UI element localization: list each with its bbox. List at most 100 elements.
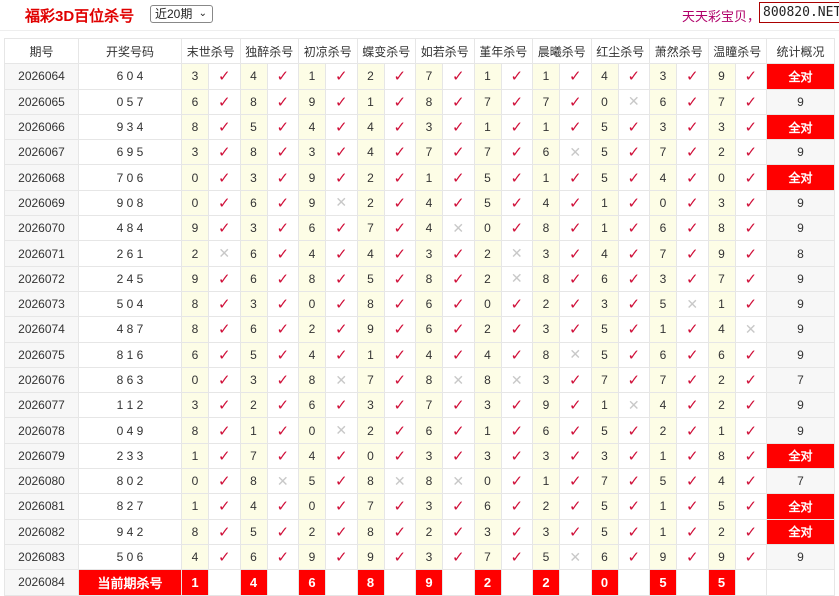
- kill-number-cell: 2: [707, 518, 736, 545]
- check-icon: ✓: [559, 240, 592, 267]
- cross-icon: ✕: [383, 468, 416, 495]
- check-icon: ✓: [442, 113, 475, 141]
- kill-number-cell: 5: [239, 113, 268, 141]
- kill-number-cell: 8: [239, 88, 268, 115]
- check-icon: ✓: [442, 543, 475, 571]
- draw-number-cell: 2 4 5: [78, 265, 182, 292]
- current-kill-number: 2: [532, 569, 560, 596]
- check-icon: ✓: [442, 442, 475, 470]
- cross-icon: ✕: [325, 366, 358, 394]
- kill-number-cell: 6: [415, 316, 443, 343]
- check-icon: ✓: [266, 316, 299, 343]
- check-icon: ✓: [676, 88, 709, 115]
- check-icon: ✓: [208, 63, 241, 90]
- kill-number-cell: 6: [239, 265, 268, 292]
- kill-number-cell: 3: [473, 442, 502, 470]
- check-icon: ✓: [266, 493, 299, 520]
- current-kill-number: 4: [239, 569, 268, 596]
- check-icon: ✓: [383, 215, 416, 242]
- kill-number-cell: 9: [298, 543, 326, 571]
- kill-number-cell: 1: [415, 164, 443, 191]
- column-header: 末世杀号: [181, 37, 241, 65]
- check-icon: ✓: [442, 316, 475, 343]
- kill-number-cell: 3: [181, 63, 209, 90]
- site-link[interactable]: 800820.NET: [759, 2, 839, 23]
- issue-cell: 2026071: [4, 240, 79, 267]
- check-icon: ✓: [383, 88, 416, 115]
- kill-number-cell: 3: [532, 240, 560, 267]
- check-icon: ✓: [559, 468, 592, 495]
- check-icon: ✓: [266, 164, 299, 191]
- kill-number-cell: 3: [649, 63, 677, 90]
- check-icon: ✓: [383, 290, 416, 318]
- check-icon: ✓: [383, 366, 416, 394]
- check-icon: ✓: [442, 341, 475, 368]
- kill-number-cell: 1: [181, 442, 209, 470]
- check-icon: ✓: [500, 139, 533, 166]
- kill-number-cell: 2: [707, 392, 736, 419]
- kill-number-cell: 3: [298, 139, 326, 166]
- check-icon: ✓: [442, 189, 475, 217]
- kill-number-cell: 8: [473, 366, 502, 394]
- table-row: 2026072 2 4 5 9 ✓ 6 ✓ 8 ✓ 5 ✓ 8 ✓ 2 ✕ 8 ✓ 6 ✓ 3 ✓ 7 ✓ 9: [4, 265, 835, 292]
- check-icon: ✓: [676, 493, 709, 520]
- check-icon: ✓: [325, 468, 358, 495]
- stat-cell: 9: [766, 290, 835, 318]
- issue-cell: 2026084: [4, 569, 79, 596]
- check-icon: ✓: [208, 164, 241, 191]
- stat-cell: 全对: [766, 442, 835, 470]
- kill-number-cell: 3: [707, 189, 736, 217]
- cross-icon: ✕: [676, 290, 709, 318]
- kill-number-cell: 8: [298, 366, 326, 394]
- kill-number-cell: 0: [298, 417, 326, 444]
- check-icon: ✓: [500, 518, 533, 545]
- issue-cell: 2026068: [4, 164, 79, 191]
- check-icon: ✓: [559, 442, 592, 470]
- check-icon: ✓: [559, 316, 592, 343]
- kill-number-cell: 9: [298, 164, 326, 191]
- column-header: 初凉杀号: [298, 37, 358, 65]
- check-icon: ✓: [500, 493, 533, 520]
- issue-cell: 2026066: [4, 113, 79, 141]
- check-icon: ✓: [442, 493, 475, 520]
- check-icon: ✓: [442, 290, 475, 318]
- kill-number-cell: 1: [707, 290, 736, 318]
- stat-cell: 9: [766, 265, 835, 292]
- table-row: 2026075 8 1 6 6 ✓ 5 ✓ 4 ✓ 1 ✓ 4 ✓ 4 ✓ 8 ✕ 5 ✓ 6 ✓ 6 ✓ 9: [4, 341, 835, 368]
- kill-number-cell: 1: [649, 493, 677, 520]
- kill-number-cell: 5: [298, 468, 326, 495]
- cross-icon: ✕: [325, 417, 358, 444]
- check-icon: ✓: [559, 518, 592, 545]
- table-row: 2026064 6 0 4 3 ✓ 4 ✓ 1 ✓ 2 ✓ 7 ✓ 1 ✓ 1 ✓ 4 ✓ 3 ✓ 9 ✓ 全对: [4, 63, 835, 90]
- check-icon: ✓: [325, 442, 358, 470]
- cross-icon: ✕: [617, 88, 650, 115]
- draw-number-cell: 4 8 4: [78, 215, 182, 242]
- kill-number-cell: 2: [356, 417, 385, 444]
- column-header: 如若杀号: [415, 37, 475, 65]
- check-icon: ✓: [442, 518, 475, 545]
- check-icon: ✓: [500, 417, 533, 444]
- period-select-value: 近20期: [155, 7, 193, 21]
- check-icon: ✓: [442, 63, 475, 90]
- check-icon: ✓: [617, 113, 650, 141]
- check-icon: ✓: [559, 113, 592, 141]
- kill-number-cell: 8: [356, 518, 385, 545]
- draw-number-cell: 7 0 6: [78, 164, 182, 191]
- kill-number-cell: 1: [532, 468, 560, 495]
- table-row: 2026068 7 0 6 0 ✓ 3 ✓ 9 ✓ 2 ✓ 1 ✓ 5 ✓ 1 ✓ 5 ✓ 4 ✓ 0 ✓ 全对: [4, 164, 835, 191]
- kill-number-cell: 8: [415, 366, 443, 394]
- kill-number-cell: 3: [415, 493, 443, 520]
- check-icon: ✓: [208, 341, 241, 368]
- kill-number-cell: 4: [356, 240, 385, 267]
- current-kill-number: 9: [415, 569, 443, 596]
- kill-number-cell: 8: [532, 265, 560, 292]
- kill-number-cell: 1: [532, 113, 560, 141]
- kill-number-cell: 7: [356, 366, 385, 394]
- kill-number-cell: 8: [181, 518, 209, 545]
- period-select[interactable]: 近20期 ⌄: [150, 5, 213, 23]
- check-icon: ✓: [383, 113, 416, 141]
- kill-number-cell: 0: [298, 493, 326, 520]
- check-icon: ✓: [734, 139, 767, 166]
- kill-number-cell: 3: [590, 290, 619, 318]
- check-icon: ✓: [266, 265, 299, 292]
